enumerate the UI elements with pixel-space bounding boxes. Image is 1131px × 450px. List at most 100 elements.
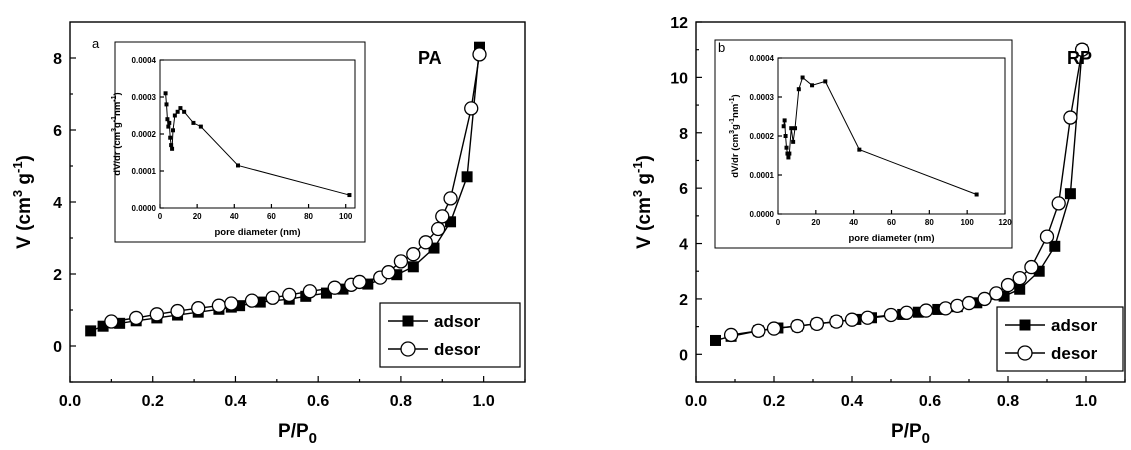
inset-x-tick-label: 0 bbox=[158, 212, 163, 221]
data-point-desor bbox=[1024, 259, 1039, 275]
inset-y-tick-label: 0.0002 bbox=[132, 130, 157, 139]
inset-x-tick-label: 100 bbox=[339, 212, 353, 221]
x-tick-label: 0.2 bbox=[763, 393, 785, 410]
inset-data-point bbox=[791, 139, 796, 144]
data-point-desor bbox=[899, 305, 914, 320]
inset-data-point bbox=[796, 87, 801, 92]
data-point-desor bbox=[829, 314, 844, 329]
data-point-adsor bbox=[407, 261, 419, 273]
data-point-adsor bbox=[912, 306, 924, 318]
data-point-desor bbox=[961, 295, 977, 311]
inset-y-tick-label: 0.0004 bbox=[750, 54, 775, 63]
inset-data-point bbox=[191, 120, 196, 125]
y-axis-label: V (cm3 g-1) bbox=[630, 155, 655, 249]
inset-y-axis-label-part: g bbox=[730, 124, 741, 130]
data-point-adsor bbox=[391, 269, 403, 281]
x-tick-label: 0.4 bbox=[224, 393, 246, 410]
inset-data-point bbox=[783, 134, 788, 138]
y-axis-label-mid: g bbox=[14, 173, 35, 190]
data-point-adsor bbox=[998, 290, 1010, 302]
data-point-desor bbox=[1012, 271, 1027, 286]
y-axis-label-end: ) bbox=[634, 155, 655, 161]
inset-y-tick-label: 0.0003 bbox=[750, 93, 775, 102]
legend-marker-adsor bbox=[402, 315, 414, 327]
data-point-desor bbox=[352, 274, 367, 290]
y-tick-label: 2 bbox=[679, 292, 688, 309]
data-point-desor bbox=[418, 235, 433, 250]
series-desor bbox=[104, 47, 487, 329]
y-tick-label: 6 bbox=[679, 181, 688, 198]
inset-x-tick-label: 20 bbox=[811, 218, 820, 227]
y-axis-label-mid: g bbox=[634, 173, 655, 190]
y-tick-label: 12 bbox=[670, 15, 688, 32]
sample-label: PA bbox=[418, 48, 442, 68]
data-point-desor bbox=[435, 209, 450, 224]
data-point-desor bbox=[989, 286, 1004, 301]
data-point-desor bbox=[1074, 42, 1090, 57]
inset-x-tick-label: 60 bbox=[267, 212, 276, 221]
series-desor bbox=[723, 42, 1090, 343]
inset-data-point bbox=[170, 146, 175, 151]
data-point-adsor bbox=[337, 283, 349, 295]
panel-label: a bbox=[92, 36, 100, 51]
inset-y-axis-label-part: -1 bbox=[729, 118, 736, 124]
y-axis-label-sup: -1 bbox=[10, 161, 25, 173]
y-tick-label: 10 bbox=[670, 70, 688, 87]
data-point-desor bbox=[472, 47, 487, 62]
legend: adsor desor bbox=[379, 302, 521, 368]
data-point-desor bbox=[327, 280, 342, 295]
inset-x-tick-label: 100 bbox=[960, 218, 974, 227]
data-point-adsor bbox=[428, 242, 440, 254]
legend-marker-desor bbox=[400, 341, 416, 357]
inset-x-tick-label: 0 bbox=[776, 218, 781, 227]
data-point-desor bbox=[1000, 277, 1016, 293]
y-axis-label-main: V (cm bbox=[634, 197, 655, 249]
inset-data-point bbox=[164, 102, 169, 107]
inset-x-tick-label: 40 bbox=[849, 218, 858, 227]
y-axis-label-main: V (cm bbox=[14, 197, 35, 249]
data-point-desor bbox=[191, 301, 206, 316]
data-point-adsor bbox=[320, 287, 332, 299]
inset-y-axis-label-part: 3 bbox=[111, 128, 118, 132]
inset-y-axis-label-part: -1 bbox=[111, 95, 118, 101]
legend-label: adsor bbox=[1051, 316, 1098, 335]
inset-data-point bbox=[786, 155, 791, 160]
inset-box bbox=[714, 39, 1013, 249]
y-axis-label-end: ) bbox=[14, 155, 35, 161]
inset-y-tick-label: 0.0004 bbox=[132, 56, 157, 65]
legend-label: adsor bbox=[434, 312, 481, 331]
data-point-desor bbox=[170, 303, 185, 319]
legend-label: desor bbox=[434, 340, 481, 359]
inset-y-axis-label-part: dV/dr (cm bbox=[730, 134, 741, 178]
inset-y-tick-label: 0.0000 bbox=[750, 210, 775, 219]
x-tick-label: 0.0 bbox=[59, 393, 81, 410]
x-tick-label: 0.6 bbox=[307, 393, 329, 410]
data-point-desor bbox=[443, 191, 458, 206]
inset-y-tick-label: 0.0002 bbox=[750, 132, 775, 141]
y-tick-label: 0 bbox=[53, 339, 62, 356]
y-axis-label: V (cm3 g-1) bbox=[10, 155, 35, 249]
data-point-desor bbox=[211, 298, 227, 313]
y-tick-label: 8 bbox=[53, 51, 62, 68]
inset-data-point bbox=[166, 124, 171, 129]
inset-data-point bbox=[167, 120, 172, 125]
inset-data-point bbox=[784, 145, 789, 150]
inset-chart: 0 20 40 60 80 100 120 0.0000 0.0001 0.0002 0.0003 0… bbox=[714, 39, 1013, 249]
data-point-desor bbox=[129, 310, 144, 326]
legend-marker-desor bbox=[1017, 345, 1033, 361]
inset-y-axis-label-part: 3 bbox=[729, 130, 736, 134]
data-point-adsor bbox=[234, 300, 246, 312]
data-point-adsor bbox=[461, 171, 473, 183]
x-tick-label: 1.0 bbox=[473, 393, 495, 410]
y-tick-label: 8 bbox=[679, 126, 688, 143]
inset-data-point bbox=[171, 128, 175, 133]
data-point-desor bbox=[1051, 196, 1066, 211]
inset-y-axis-label-part: nm bbox=[730, 104, 741, 118]
data-point-desor bbox=[104, 314, 119, 329]
data-point-desor bbox=[224, 296, 239, 311]
inset-y-axis-label-part: g bbox=[112, 122, 123, 128]
inset-y-axis-label-part: dV/dr (cm bbox=[112, 132, 123, 176]
inset-data-point bbox=[781, 124, 786, 129]
inset-x-tick-label: 80 bbox=[304, 212, 313, 221]
